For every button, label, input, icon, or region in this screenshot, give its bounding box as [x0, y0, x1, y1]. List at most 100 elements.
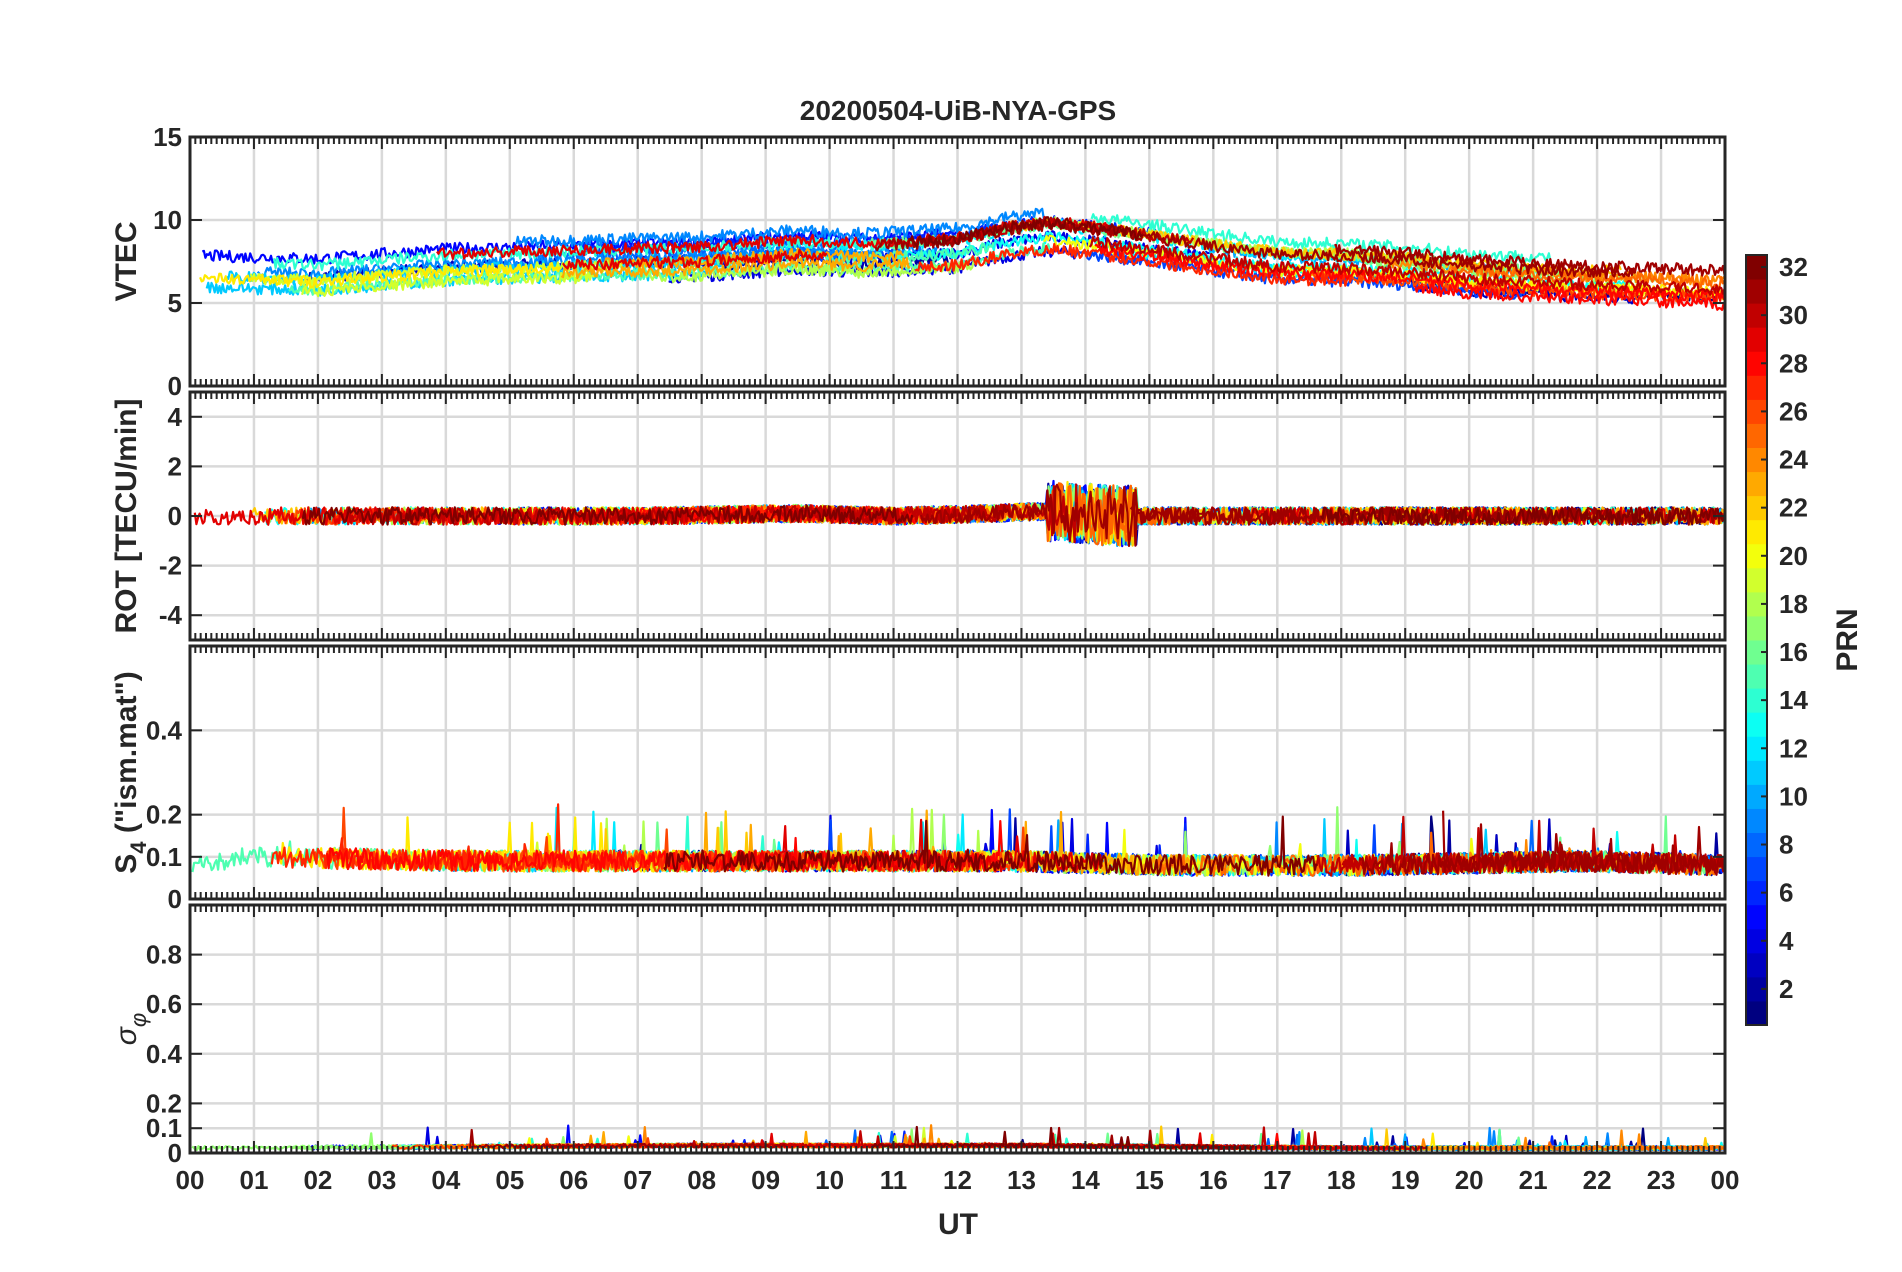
x-tick-label: 19: [1391, 1165, 1420, 1195]
y-tick-label: 0.1: [146, 842, 182, 872]
colorbar-tick-label: 6: [1779, 878, 1793, 908]
colorbar-tick-label: 22: [1779, 493, 1808, 523]
colorbar-tick-label: 20: [1779, 541, 1808, 571]
colorbar-segment: [1746, 640, 1767, 665]
colorbar-segment: [1746, 688, 1767, 713]
series-line-prn-9: [256, 244, 939, 280]
colorbar-tick-label: 4: [1779, 926, 1794, 956]
x-tick-label: 14: [1071, 1165, 1100, 1195]
colorbar-segment: [1746, 519, 1767, 545]
x-tick-label: 05: [495, 1165, 524, 1195]
colorbar-segment: [1746, 880, 1767, 906]
colorbar-tick-label: 24: [1779, 445, 1808, 475]
colorbar-segment: [1746, 808, 1767, 833]
y-axis-label: σφ: [110, 1013, 151, 1045]
colorbar-segment: [1746, 543, 1767, 569]
y-tick-label: 2: [168, 451, 182, 481]
colorbar-segment: [1746, 1000, 1767, 1026]
colorbar-tick-label: 14: [1779, 685, 1808, 715]
y-axis-label: S4 ("ism.mat"): [110, 671, 151, 873]
x-tick-label: 17: [1263, 1165, 1292, 1195]
chart-title: 20200504-UiB-NYA-GPS: [800, 95, 1116, 126]
series-line-prn-9: [515, 207, 1045, 248]
x-tick-label: 00: [176, 1165, 205, 1195]
colorbar-segment: [1746, 832, 1767, 858]
x-tick-label: 10: [815, 1165, 844, 1195]
series-line-prn-29: [561, 248, 828, 271]
panel-3: 0 0.1 0.2 0.4S4 ("ism.mat"): [110, 644, 1727, 914]
series-line-prn-18: [644, 258, 977, 284]
y-tick-label: 10: [153, 205, 182, 235]
series-line-prn-30: [1088, 236, 1726, 296]
colorbar-tick-label: 30: [1779, 300, 1808, 330]
x-tick-label: 07: [623, 1165, 652, 1195]
x-axis-label: UT: [938, 1208, 978, 1241]
y-tick-label: 0.4: [146, 715, 183, 745]
series-line-prn-28: [1414, 283, 1725, 311]
series-group: [199, 207, 1726, 311]
colorbar-segment: [1746, 928, 1767, 954]
colorbar-segment: [1746, 736, 1767, 761]
y-axis-label: VTEC: [110, 221, 143, 301]
x-tick-label: 18: [1327, 1165, 1356, 1195]
x-tick-label: 12: [943, 1165, 972, 1195]
series-group: [191, 1124, 1726, 1152]
series-line-prn-28: [1094, 243, 1726, 303]
y-tick-label: 0.2: [146, 800, 182, 830]
colorbar-segment: [1746, 399, 1767, 424]
colorbar-tick-label: 12: [1779, 733, 1808, 763]
colorbar-segment: [1746, 567, 1767, 593]
colorbar-tick-label: 18: [1779, 589, 1808, 619]
colorbar-segment: [1746, 856, 1767, 882]
y-tick-label: 15: [153, 122, 182, 152]
colorbar-segment: [1746, 760, 1767, 785]
panel-1: 0 5 10 15 VTEC: [110, 122, 1727, 401]
y-tick-label: 0.4: [146, 1039, 183, 1069]
y-tick-label: 0: [168, 1138, 182, 1168]
series-line-prn-14: [1090, 213, 1552, 264]
x-tick-label: 11: [880, 1165, 908, 1195]
colorbar-segment: [1746, 447, 1767, 473]
colorbar-segment: [1746, 471, 1767, 497]
x-tick-label: 16: [1199, 1165, 1228, 1195]
x-tick-label: 01: [239, 1165, 268, 1195]
x-tick-label: 04: [431, 1165, 460, 1195]
y-tick-label: 4: [168, 402, 183, 432]
x-tick-label: 08: [687, 1165, 716, 1195]
y-tick-label: 0.1: [146, 1113, 182, 1143]
colorbar-tick-label: 16: [1779, 637, 1808, 667]
x-tick-label: 21: [1519, 1165, 1548, 1195]
y-tick-label: 0: [168, 501, 182, 531]
colorbar-segment: [1746, 279, 1767, 304]
x-tick-label: 00: [1711, 1165, 1740, 1195]
colorbar-tick-label: 28: [1779, 348, 1808, 378]
colorbar-tick-label: 8: [1779, 830, 1793, 860]
x-tick-label: 09: [751, 1165, 780, 1195]
panel-4: 00.10.2 0.4 0.6 0.8 σφ 00 01 02 03 04 05 06 07 08 09 10…: [110, 903, 1740, 1195]
colorbar-segment: [1746, 423, 1767, 448]
series-group: [193, 479, 1726, 548]
y-tick-label: -4: [159, 600, 183, 630]
colorbar-segment: [1746, 255, 1767, 280]
colorbar-segment: [1746, 976, 1767, 1002]
colorbar-segment: [1746, 664, 1767, 689]
y-axis-label: ROT [TECU/min]: [110, 399, 143, 634]
series-line-prn-31: [874, 219, 1637, 280]
x-tick-label: 22: [1583, 1165, 1612, 1195]
series-group: [191, 803, 1727, 877]
colorbar-label: PRN: [1831, 608, 1864, 671]
y-tick-label: 0.2: [146, 1088, 182, 1118]
colorbar-tick-label: 10: [1779, 781, 1808, 811]
colorbar-tick-label: 32: [1779, 252, 1808, 282]
series-line-prn-23: [560, 256, 911, 280]
y-tick-label: -2: [159, 551, 182, 581]
x-tick-label: 13: [1007, 1165, 1036, 1195]
colorbar-segment: [1746, 784, 1767, 809]
x-tick-label: 03: [367, 1165, 396, 1195]
x-tick-label: 06: [559, 1165, 588, 1195]
colorbar-segment: [1746, 591, 1767, 617]
series-line-prn-32: [663, 815, 1318, 877]
series-line-prn-29: [436, 215, 1118, 260]
